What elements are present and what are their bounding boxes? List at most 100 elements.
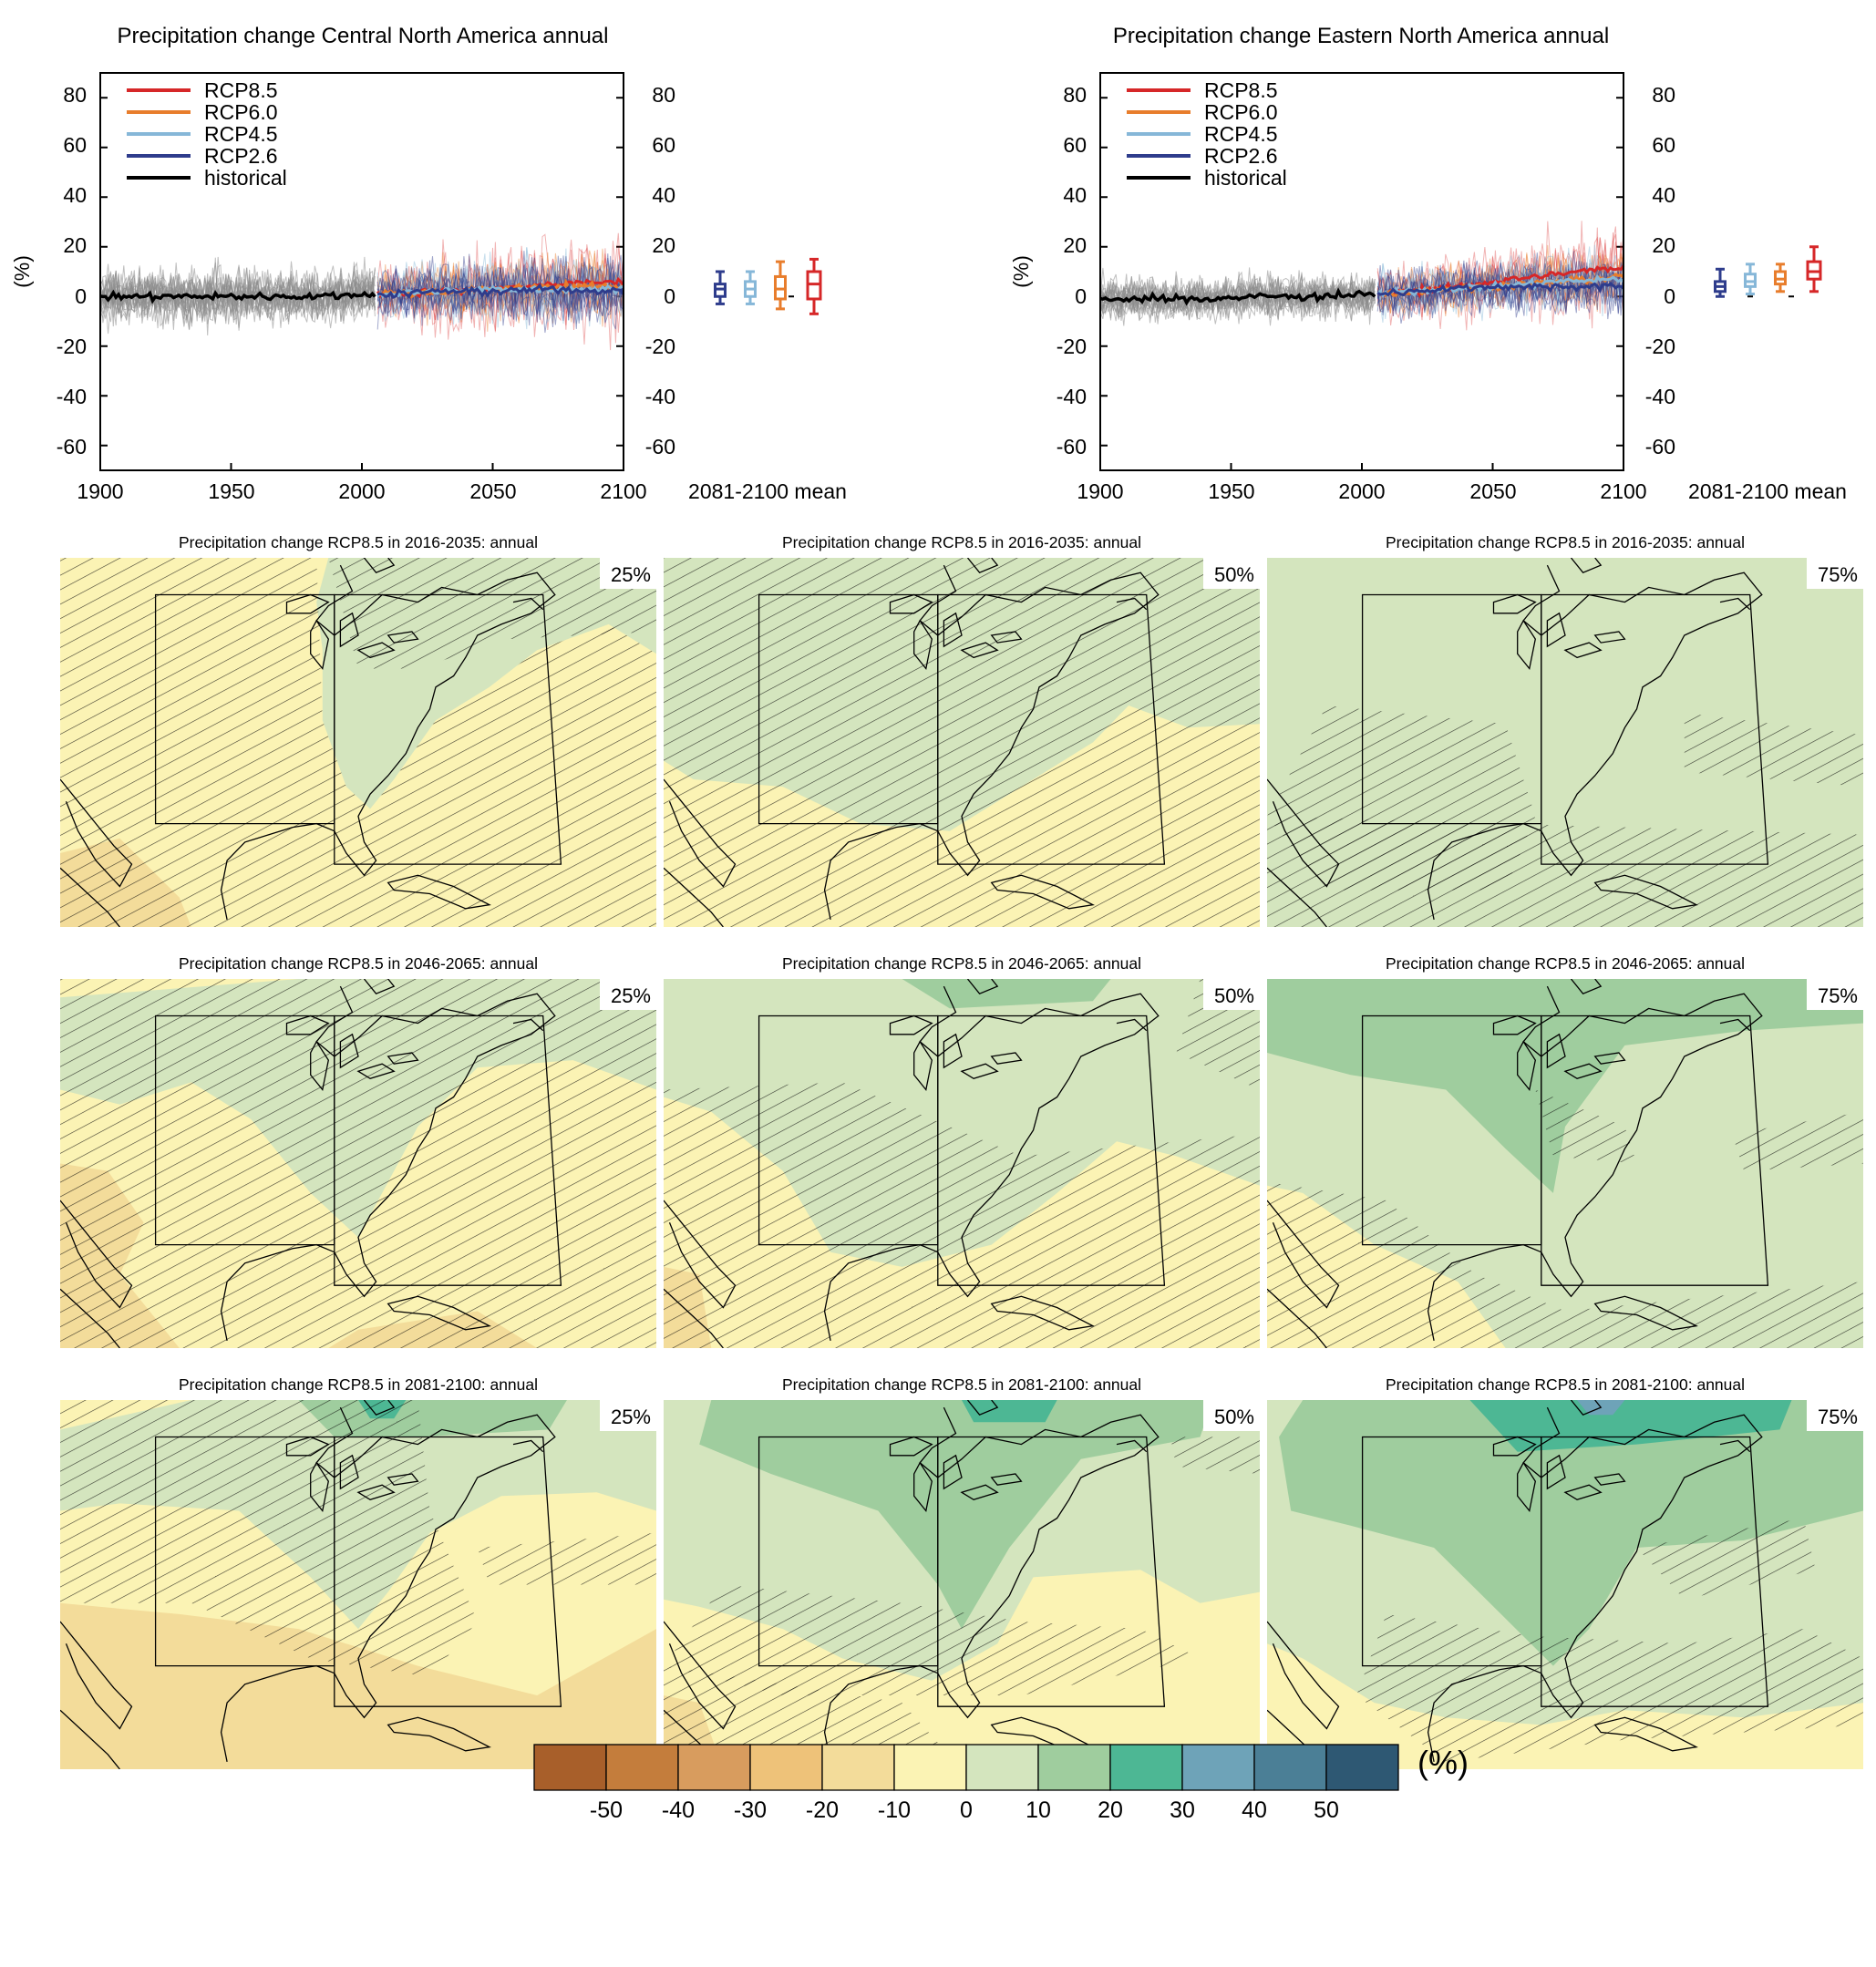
- ytick: 60: [1652, 133, 1675, 157]
- map-panel-3-50: [664, 1400, 1260, 1769]
- colorbar-cell: [1325, 1744, 1399, 1791]
- coastline-cuba: [387, 1716, 491, 1752]
- hatch-zone: [60, 1400, 478, 1677]
- great-lake: [960, 642, 999, 659]
- y-ticks-right: -60 -40 -20 0 20 40 60 80: [1645, 83, 1675, 458]
- xtick: 2000: [338, 479, 385, 503]
- y-ticks-right: -60 -40 -20 0 20 40 60 80: [645, 83, 675, 458]
- map-title: Precipitation change RCP8.5 in 2081-2100…: [782, 1375, 1141, 1394]
- region-box-eastern: [937, 593, 1166, 865]
- map-title: Precipitation change RCP8.5 in 2016-2035…: [179, 533, 538, 551]
- scenario-member-line: [1376, 237, 1624, 323]
- mean-line-rcp26: [1376, 282, 1624, 297]
- coastline-cape: [1719, 1018, 1751, 1032]
- x-ticks: 1900 1950 2000 2050 2100: [1077, 479, 1646, 503]
- scenario-member-line: [376, 233, 624, 335]
- map-title: Precipitation change RCP8.5 in 2081-2100…: [179, 1375, 538, 1394]
- great-lake: [356, 1484, 396, 1501]
- coastline-cape: [1719, 597, 1751, 611]
- coastline-hudson: [363, 1400, 396, 1416]
- ytick: 80: [63, 83, 87, 107]
- y-axis-label: (%): [1009, 255, 1033, 288]
- scenario-member-line: [1376, 221, 1624, 318]
- great-lake: [285, 593, 330, 614]
- map-panel-2-75: [1267, 979, 1863, 1348]
- percentile-label-bg: [600, 979, 656, 1010]
- hatch-zone: [1267, 1181, 1863, 1348]
- coastline-hudson: [966, 1400, 999, 1416]
- coastline-west: [60, 867, 120, 927]
- mean-line-historical: [1099, 287, 1376, 306]
- great-lake: [1563, 1484, 1603, 1501]
- great-lake: [310, 1461, 329, 1512]
- colorbar-cell: [749, 1744, 823, 1791]
- coastline-baja: [664, 778, 737, 888]
- region-box-eastern: [937, 1014, 1166, 1286]
- ytick: -60: [1057, 435, 1087, 458]
- box-rcp45: [1744, 263, 1757, 296]
- colorbar-tick: 10: [1026, 1797, 1051, 1823]
- great-lake: [285, 1014, 330, 1035]
- colorbar-cell: [1037, 1744, 1111, 1791]
- box-rcp26: [714, 270, 727, 305]
- great-lake: [943, 1454, 963, 1490]
- ytick: 60: [1063, 133, 1087, 157]
- ytick: 0: [75, 284, 87, 308]
- scenario-member-line: [376, 252, 624, 326]
- coastline-baja: [60, 778, 133, 888]
- region-box-eastern: [334, 1014, 562, 1286]
- xtick: 1900: [77, 479, 123, 503]
- ytick: -60: [57, 435, 87, 458]
- mean-line-historical: [99, 289, 376, 304]
- colorbar-tick: 50: [1314, 1797, 1339, 1823]
- hatch-zone: [664, 1584, 1201, 1695]
- scenario-member-line: [376, 248, 624, 318]
- percentile-label-bg: [1807, 979, 1863, 1010]
- percentile-label: 50%: [1203, 1400, 1260, 1431]
- great-lake: [1546, 612, 1566, 648]
- ytick: -40: [645, 385, 675, 408]
- ts-title: Precipitation change Eastern North Ameri…: [1113, 24, 1609, 48]
- x-ticks: 1900 1950 2000 2050 2100: [77, 479, 646, 503]
- hatch-zone: [60, 979, 656, 1348]
- ytick: 40: [1063, 183, 1087, 207]
- legend: RCP8.5 RCP6.0 RCP4.5 RCP2.6 historical: [127, 78, 287, 190]
- coastline-baja: [664, 1621, 737, 1730]
- coastline-hudson: [363, 558, 396, 573]
- colorbar-cell: [821, 1744, 895, 1791]
- great-lake: [1593, 1473, 1626, 1486]
- great-lake: [1593, 1052, 1626, 1065]
- plot-frame: [1099, 72, 1624, 471]
- coastline-hudson: [363, 979, 396, 994]
- scenario-ensemble: [1376, 221, 1624, 331]
- great-lake: [913, 619, 933, 670]
- region-box-eastern: [1541, 593, 1769, 865]
- coastline-cape: [512, 1018, 544, 1032]
- ytick: 80: [1063, 83, 1087, 107]
- great-lake: [1563, 1063, 1603, 1080]
- y-axis-label: (%): [10, 255, 34, 288]
- xtick: 2050: [469, 479, 516, 503]
- coastline-cape: [1116, 597, 1148, 611]
- coastline-hudson: [1570, 1400, 1603, 1416]
- great-lake: [339, 1454, 359, 1490]
- hatch-zone: [60, 558, 656, 927]
- plot-frame: [99, 72, 624, 471]
- hatch-zone: [1267, 816, 1863, 927]
- box-rcp85: [806, 257, 822, 315]
- percentile-label-bg: [1203, 558, 1260, 589]
- coastline-west: [60, 1288, 120, 1348]
- legend-label: RCP8.5: [1204, 78, 1278, 102]
- hatch-zone: [664, 1082, 1260, 1348]
- percentile-text: 75%: [1818, 1406, 1858, 1428]
- ytick: 40: [63, 183, 87, 207]
- great-lake: [387, 1473, 419, 1486]
- coastline-baja: [60, 1200, 133, 1309]
- map-title: Precipitation change RCP8.5 in 2016-2035…: [782, 533, 1141, 551]
- hatch-zone: [1356, 1613, 1863, 1762]
- region-box-eastern: [937, 1436, 1166, 1707]
- hatch-zone: [1732, 1111, 1863, 1171]
- mean-period-label: 2081-2100 mean: [688, 479, 847, 503]
- coastline-baja: [1267, 778, 1340, 888]
- great-lake: [356, 1063, 396, 1080]
